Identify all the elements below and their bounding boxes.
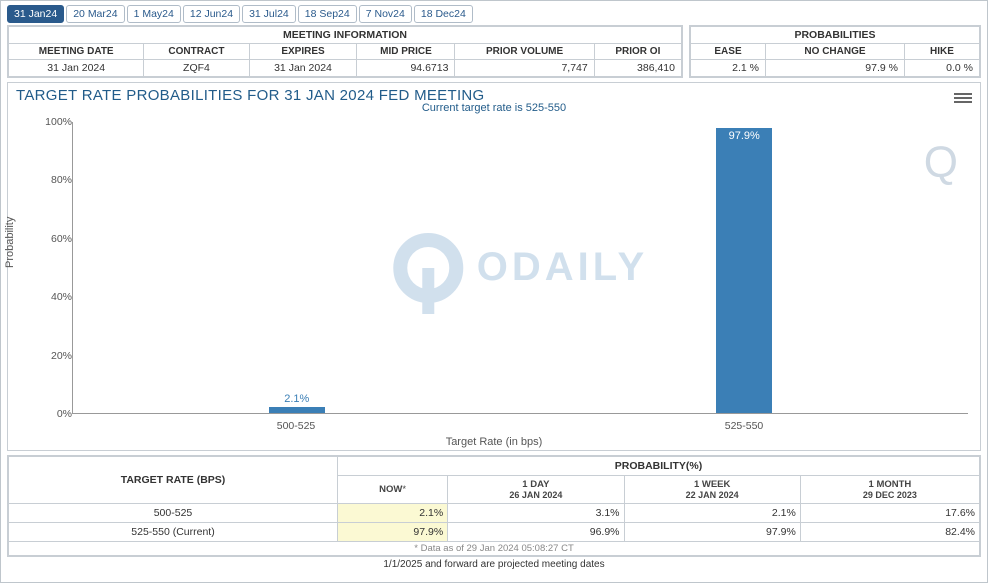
tab-7nov24[interactable]: 7 Nov24 — [359, 5, 412, 23]
mi-col: PRIOR OI — [594, 44, 681, 60]
mi-cell: 31 Jan 2024 — [9, 60, 144, 77]
date-tabs: 31 Jan2420 Mar241 May2412 Jun2431 Jul241… — [7, 5, 981, 23]
chart-card: TARGET RATE PROBABILITIES FOR 31 JAN 202… — [7, 82, 981, 451]
tab-18sep24[interactable]: 18 Sep24 — [298, 5, 357, 23]
y-tick: 60% — [51, 233, 72, 245]
pr-cell: 0.0 % — [904, 60, 979, 77]
bt-subhdr: NOW* — [338, 476, 448, 504]
bt-cell: 2.1% — [338, 504, 448, 523]
y-tick: 100% — [45, 116, 72, 128]
bt-col0: TARGET RATE (BPS) — [9, 457, 338, 504]
mi-cell: 7,747 — [455, 60, 594, 77]
bt-cell: 3.1% — [448, 504, 624, 523]
bt-rowlabel: 500-525 — [9, 504, 338, 523]
chart-menu-icon[interactable] — [954, 91, 972, 105]
bar-500-525: 2.1% — [269, 407, 325, 413]
mi-col: MID PRICE — [357, 44, 455, 60]
meeting-info-header: MEETING INFORMATION — [9, 27, 682, 44]
mi-col: MEETING DATE — [9, 44, 144, 60]
y-axis-label: Probability — [4, 217, 16, 268]
mi-cell: 94.6713 — [357, 60, 455, 77]
bt-cell: 17.6% — [800, 504, 979, 523]
mi-cell: 31 Jan 2024 — [249, 60, 357, 77]
tab-31jul24[interactable]: 31 Jul24 — [242, 5, 296, 23]
watermark: ODAILY — [393, 233, 648, 303]
mi-col: EXPIRES — [249, 44, 357, 60]
tab-18dec24[interactable]: 18 Dec24 — [414, 5, 473, 23]
bt-cell: 96.9% — [448, 523, 624, 542]
bt-subhdr: 1 MONTH29 DEC 2023 — [800, 476, 979, 504]
y-tick: 80% — [51, 174, 72, 186]
mi-cell: ZQF4 — [144, 60, 249, 77]
tab-12jun24[interactable]: 12 Jun24 — [183, 5, 240, 23]
bt-subhdr: 1 DAY26 JAN 2024 — [448, 476, 624, 504]
bt-rowlabel: 525-550 (Current) — [9, 523, 338, 542]
y-tick: 0% — [57, 408, 72, 420]
x-tick: 525-550 — [725, 420, 764, 432]
history-table: TARGET RATE (BPS)PROBABILITY(%)NOW*1 DAY… — [7, 455, 981, 557]
pr-col: EASE — [691, 44, 766, 60]
x-axis-label: Target Rate (in bps) — [16, 436, 972, 448]
meeting-info-table: MEETING INFORMATION MEETING DATECONTRACT… — [7, 25, 683, 78]
probabilities-header: PROBABILITIES — [691, 27, 980, 44]
mi-cell: 386,410 — [594, 60, 681, 77]
bt-cell: 2.1% — [624, 504, 800, 523]
pr-col: NO CHANGE — [766, 44, 905, 60]
y-tick: 20% — [51, 350, 72, 362]
bt-cell: 97.9% — [624, 523, 800, 542]
bar-525-550: 97.9% — [716, 128, 772, 413]
watermark-corner: Q — [924, 138, 958, 188]
projection-footnote: 1/1/2025 and forward are projected meeti… — [7, 557, 981, 572]
tab-20mar24[interactable]: 20 Mar24 — [66, 5, 124, 23]
y-tick: 40% — [51, 291, 72, 303]
bt-cell: 82.4% — [800, 523, 979, 542]
mi-col: CONTRACT — [144, 44, 249, 60]
x-tick: 500-525 — [277, 420, 316, 432]
bt-probhdr: PROBABILITY(%) — [338, 457, 980, 476]
bt-cell: 97.9% — [338, 523, 448, 542]
mi-col: PRIOR VOLUME — [455, 44, 594, 60]
bt-subhdr: 1 WEEK22 JAN 2024 — [624, 476, 800, 504]
pr-cell: 2.1 % — [691, 60, 766, 77]
data-as-of-footnote: * Data as of 29 Jan 2024 05:08:27 CT — [8, 542, 980, 556]
pr-col: HIKE — [904, 44, 979, 60]
pr-cell: 97.9 % — [766, 60, 905, 77]
tab-1may24[interactable]: 1 May24 — [127, 5, 181, 23]
probabilities-table: PROBABILITIES EASENO CHANGEHIKE 2.1 %97.… — [689, 25, 981, 78]
tab-31jan24[interactable]: 31 Jan24 — [7, 5, 64, 23]
chart-plot: Probability 0%20%40%60%80%100% ODAILY Q … — [16, 118, 972, 448]
